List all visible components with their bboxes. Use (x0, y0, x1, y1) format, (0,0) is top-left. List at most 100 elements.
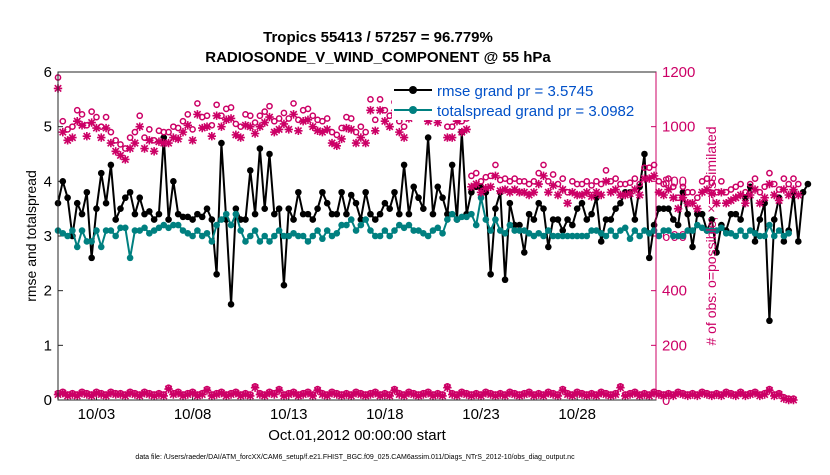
obs-assimilated-point (447, 133, 457, 142)
totalspread-point (583, 232, 591, 240)
obs-assimilated-point (563, 199, 572, 208)
obs-assimilated-point (640, 390, 649, 399)
obs-assimilated-point (274, 386, 284, 395)
obs-assimilated-point (553, 391, 563, 401)
obs-possible-point (790, 175, 797, 182)
obs-assimilated-point (500, 185, 510, 194)
obs-assimilated-point (717, 391, 726, 401)
obs-assimilated-point (746, 390, 755, 399)
obs-assimilated-point (409, 390, 418, 399)
obs-assimilated-point (582, 188, 591, 197)
rmse-point (583, 216, 591, 223)
obs-assimilated-point (250, 383, 260, 392)
obs-assimilated-point (63, 136, 72, 145)
rmse-point (665, 205, 672, 212)
obs-assimilated-point (82, 132, 92, 141)
totalspread-point (434, 224, 442, 232)
obs-assimilated-point (246, 122, 255, 131)
obs-assimilated-point (443, 383, 452, 392)
rmse-point (713, 249, 720, 256)
rmse-point (338, 188, 345, 196)
obs-assimilated-point (688, 199, 697, 208)
obs-assimilated-point (736, 190, 745, 200)
obs-assimilated-point (97, 133, 106, 142)
obs-assimilated-point (765, 386, 774, 395)
rmse-point (280, 281, 288, 289)
totalspread-point (405, 221, 413, 229)
obs-assimilated-point (606, 391, 616, 401)
obs-possible-point (588, 182, 595, 189)
totalspread-point (246, 232, 254, 240)
obs-assimilated-point (544, 388, 553, 398)
totalspread-point (309, 232, 317, 240)
series-totalspread (54, 194, 792, 262)
obs-possible-point (785, 180, 793, 188)
obs-assimilated-point (380, 117, 390, 126)
obs-assimilated-point (649, 388, 659, 398)
totalspread-point (131, 227, 139, 234)
obs-possible-point (131, 128, 139, 136)
obs-possible-point (333, 131, 341, 139)
rmse-point (150, 216, 158, 223)
rmse-point (794, 238, 802, 245)
totalspread-point (689, 227, 696, 234)
obs-assimilated-point (741, 391, 750, 401)
totalspread-point (165, 224, 172, 232)
obs-assimilated-point (476, 391, 486, 401)
obs-assimilated-point (308, 391, 317, 401)
rmse-point (396, 210, 403, 218)
totalspread-point (126, 254, 134, 262)
obs-assimilated-point (265, 388, 274, 398)
obs-possible-point (660, 180, 668, 188)
totalspread-point (415, 227, 422, 234)
series-obs-assimilated (53, 84, 803, 213)
obs-assimilated-point (606, 188, 616, 197)
obs-assimilated-point (198, 390, 207, 399)
rmse-point (314, 205, 321, 212)
totalspread-point (338, 221, 345, 229)
obs-assimilated-point (351, 388, 361, 398)
rmse-point (400, 161, 408, 169)
obs-assimilated-point (154, 137, 164, 146)
rmse-point (511, 221, 518, 229)
rmse-point (213, 270, 220, 278)
obs-assimilated-point (428, 391, 438, 401)
obs-assimilated-point (313, 126, 322, 135)
rmse-point (732, 210, 740, 218)
totalspread-point (761, 232, 768, 240)
totalspread-point (535, 229, 543, 237)
obs-assimilated-point (505, 388, 515, 398)
obs-assimilated-point (116, 390, 125, 399)
obs-assimilated-point (683, 391, 692, 401)
obs-assimilated-point (173, 388, 183, 398)
obs-assimilated-point (491, 171, 500, 181)
obs-possible-point (703, 175, 711, 182)
obs-assimilated-point (750, 388, 760, 398)
obs-assimilated-point (621, 190, 630, 200)
obs-assimilated-point (231, 130, 241, 140)
obs-assimilated-point (140, 144, 149, 153)
totalspread-point (275, 227, 283, 234)
obs-assimilated-point (121, 391, 130, 401)
totalspread-point (439, 229, 446, 237)
x-tick-label: 10/08 (174, 406, 212, 423)
rmse-point (146, 208, 153, 215)
totalspread-point (391, 227, 398, 234)
rmse-point (189, 216, 196, 223)
obs-assimilated-point (399, 133, 409, 142)
obs-assimilated-point (337, 391, 346, 401)
rmse-point (391, 188, 398, 196)
obs-assimilated-point (347, 125, 356, 134)
obs-assimilated-point (779, 394, 789, 403)
rmse-point (564, 216, 571, 223)
obs-assimilated-point (529, 391, 539, 401)
totalspread-point (670, 232, 677, 240)
obs-possible-point (544, 177, 552, 185)
totalspread-point (314, 227, 321, 234)
rmse-point (708, 216, 716, 223)
rmse-point (559, 227, 567, 234)
obs-possible-point (69, 123, 76, 131)
obs-assimilated-point (659, 391, 668, 401)
obs-assimilated-point (188, 388, 197, 398)
x-axis-label: Oct.01,2012 00:00:00 start (268, 427, 446, 444)
